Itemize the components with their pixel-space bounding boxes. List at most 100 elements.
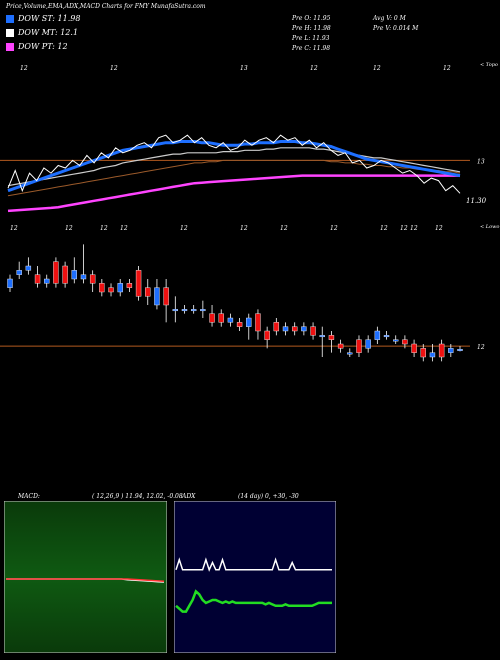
legend-dow-mt-swatch — [6, 28, 14, 37]
candle-body — [190, 309, 197, 312]
candle-body — [365, 339, 371, 349]
candle-body — [310, 326, 316, 336]
candle — [62, 261, 68, 288]
candle-body — [89, 274, 96, 284]
candle-body — [255, 313, 261, 332]
candle-body — [356, 339, 362, 353]
candle — [347, 348, 353, 357]
candle-body — [236, 322, 243, 327]
candle-body — [172, 309, 179, 312]
candle-body — [420, 348, 426, 358]
price-close-line — [7, 134, 461, 194]
candlestick-panel: 12 — [0, 244, 485, 362]
candle — [246, 313, 252, 340]
candle-body — [145, 287, 151, 297]
candle-body — [200, 309, 206, 312]
candle-body — [218, 313, 224, 323]
legend-dow-mt-label: DOW MT: 12.1 — [18, 28, 79, 37]
legend-dow-pt: DOW PT: 12 — [6, 42, 68, 51]
top-axis-label: < Topo — [480, 62, 498, 68]
candle — [80, 244, 87, 284]
macd-background — [4, 501, 167, 653]
candle-body — [264, 330, 270, 340]
candle — [44, 274, 50, 288]
candle-body — [282, 326, 289, 332]
price-right-label: 13 — [477, 158, 485, 165]
candle-body — [62, 265, 68, 284]
candle — [218, 309, 224, 327]
candle — [16, 261, 22, 279]
ohlc-close: Pre C: 11.98 — [292, 45, 331, 52]
candle-body — [438, 343, 445, 358]
macd-values: ( 12,26,9 ) 11.94, 12.02, -0.08 — [92, 493, 183, 500]
candle — [310, 322, 316, 340]
ema-medium-line — [7, 147, 461, 187]
legend-dow-st-swatch — [6, 14, 14, 23]
candle — [227, 313, 234, 327]
candle-body — [374, 330, 381, 340]
bottom-tick-label: 12 — [410, 225, 418, 232]
candle — [282, 322, 289, 336]
candle-body — [34, 274, 41, 284]
legend-dow-mt: DOW MT: 12.1 — [6, 28, 78, 37]
ema-pt-line — [7, 174, 460, 213]
ohlc-high: Pre H: 11.98 — [292, 25, 331, 32]
candle-body — [53, 261, 59, 284]
candle-body — [71, 270, 77, 280]
candle-body — [448, 348, 454, 353]
ema-long-line — [7, 159, 461, 197]
candle — [163, 279, 169, 323]
candle-body — [99, 283, 105, 293]
ema-short-line — [7, 140, 461, 193]
candle — [99, 279, 105, 297]
macd-panel — [4, 501, 167, 653]
candle — [264, 326, 270, 349]
candle-body — [181, 309, 188, 312]
candle — [301, 322, 307, 336]
candle — [328, 331, 335, 353]
top-tick-label: 12 — [310, 65, 318, 72]
legend-dow-pt-label: DOW PT: 12 — [18, 42, 68, 51]
ohlc-open: Pre O: 11.95 — [292, 15, 331, 22]
candle — [181, 305, 188, 314]
bottom-tick-label: 12 — [10, 225, 18, 232]
ohlc-avg-volume: Avg V: 0 M — [373, 15, 406, 22]
top-tick-label: 12 — [373, 65, 381, 72]
candle — [108, 283, 114, 297]
candle-body — [319, 335, 325, 338]
legend-dow-st-label: DOW ST: 11.98 — [18, 14, 81, 23]
candle-body — [227, 317, 234, 323]
candle — [273, 318, 280, 336]
bottom-tick-label: 12 — [330, 225, 338, 232]
candle — [209, 305, 215, 327]
candle — [25, 257, 32, 275]
candle — [126, 279, 133, 292]
price-ema-panel — [0, 134, 470, 213]
candle-body — [126, 283, 133, 288]
bottom-tick-label: 12 — [100, 225, 108, 232]
candle — [337, 339, 344, 353]
bottom-tick-label: 12 — [65, 225, 73, 232]
adx-values: (14 day) 0, +30, -30 — [238, 493, 299, 500]
candle — [154, 279, 160, 310]
candle-body — [154, 287, 160, 306]
candle-body — [411, 343, 417, 353]
candle — [402, 335, 408, 349]
bottom-tick-label: 12 — [180, 225, 188, 232]
bottom-axis-label: < Lowo — [480, 224, 499, 230]
candle — [7, 274, 13, 292]
candle-body — [246, 317, 252, 327]
last-price-label: 11.30 — [466, 197, 487, 205]
candle-body — [25, 265, 32, 271]
candle-body — [273, 322, 280, 332]
candle-right-label: 12 — [477, 344, 485, 351]
candle — [383, 331, 390, 340]
candle — [255, 309, 261, 340]
ohlc-prev-volume: Pre V: 0.014 M — [373, 25, 419, 32]
candle — [236, 318, 243, 331]
candle — [374, 326, 381, 344]
top-tick-label: 13 — [240, 65, 248, 72]
candle — [457, 346, 463, 352]
ohlc-low: Pre L: 11.93 — [292, 35, 330, 42]
